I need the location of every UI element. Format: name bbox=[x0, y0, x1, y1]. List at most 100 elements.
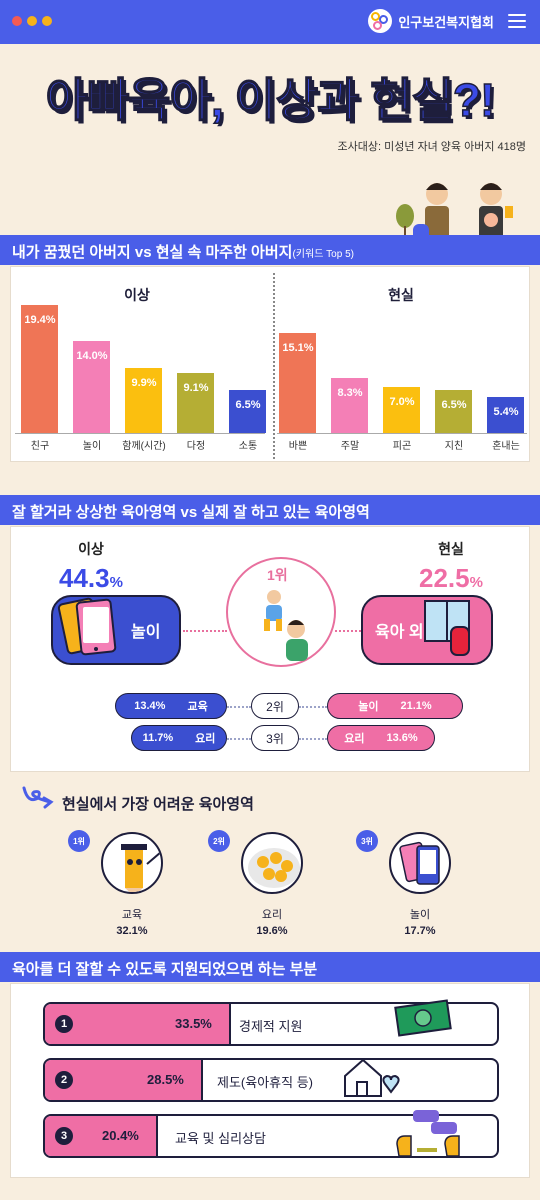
support-label: 교육 및 심리상담 bbox=[175, 1131, 266, 1146]
rank1-circle: 1위 bbox=[226, 557, 336, 667]
bar-real-0 bbox=[279, 333, 316, 433]
bar-value-ideal-0: 19.4% bbox=[24, 313, 56, 326]
money-icon bbox=[394, 999, 452, 1037]
ideal-connector bbox=[183, 630, 227, 632]
section2-title: 잘 할거라 상상한 육아영역 vs 실제 잘 하고 있는 육아영역 bbox=[12, 504, 370, 521]
bar-real-3 bbox=[435, 390, 472, 433]
bar-value-ideal-4: 6.5% bbox=[235, 399, 261, 412]
bar-label-ideal-4: 소통 bbox=[238, 441, 258, 452]
chart-ideal-heading: 이상 bbox=[124, 287, 150, 303]
bar-ideal-3 bbox=[177, 372, 214, 433]
rank-right-dots bbox=[299, 706, 327, 708]
bar-value-real-1: 8.3% bbox=[337, 387, 363, 400]
rank-left-pill: 13.4% 교육 bbox=[115, 693, 227, 719]
bar-real-4 bbox=[487, 397, 524, 433]
hard-area-icon bbox=[101, 832, 163, 894]
bar-real-1 bbox=[331, 378, 368, 433]
chart-real-heading: 현실 bbox=[388, 287, 414, 303]
support-card: 1 33.5% 경제적 지원 2 28.5% 제도(육아휴직 등) 3 20.4% 교육 및 심… bbox=[10, 983, 530, 1178]
rank-right-area: 놀이 bbox=[358, 701, 379, 713]
window-dots bbox=[12, 16, 52, 26]
bar-value-real-2: 7.0% bbox=[389, 395, 415, 408]
arrow-doodle-icon bbox=[22, 786, 54, 809]
house-heart-icon bbox=[344, 1058, 400, 1097]
bar-real-2 bbox=[383, 386, 420, 433]
page-title: 아빠육아, 이상과 현실?! bbox=[45, 73, 496, 127]
childcare-area-card: 이상 44.3% 현실 22.5% 놀이 육아 외 1위 13.4% 교육 2위 놀이… bbox=[10, 526, 530, 772]
rank-left-dots bbox=[227, 738, 251, 740]
bar-value-ideal-1: 14.0% bbox=[76, 349, 108, 362]
rank-right-pill: 요리 13.6% bbox=[327, 725, 435, 751]
window-cleaning-icon bbox=[424, 600, 470, 656]
bar-value-real-4: 5.4% bbox=[493, 406, 519, 419]
tablet-icon bbox=[57, 597, 117, 656]
bar-ideal-1 bbox=[73, 340, 110, 433]
keyword-chart-card: 이상 현실 19.4% 친구 14.0% 놀이 9.9% 함께(시간) 9.1% 다정 6.5%… bbox=[10, 266, 530, 462]
bar-label-real-4: 혼내는 bbox=[492, 441, 520, 452]
support-rank: 1 bbox=[55, 1015, 73, 1033]
support-row: 3 20.4% 교육 및 심리상담 bbox=[43, 1114, 499, 1158]
survey-note: 조사대상: 미성년 자녀 양육 아버지 418명 bbox=[337, 141, 527, 153]
area-ideal-heading: 이상 bbox=[78, 541, 104, 557]
real-area-label: 육아 외 bbox=[375, 624, 424, 641]
bar-label-ideal-2: 함께(시간) bbox=[122, 441, 166, 452]
support-rank: 2 bbox=[55, 1071, 73, 1089]
support-label: 경제적 지원 bbox=[239, 1019, 303, 1034]
bar-ideal-0 bbox=[21, 304, 58, 433]
hard-area-item: 교육 32.1% bbox=[82, 832, 182, 937]
org-name: 인구보건복지협회 bbox=[398, 14, 494, 30]
yellow-dot-icon bbox=[27, 16, 37, 26]
hard-area-percent: 32.1% bbox=[116, 925, 148, 937]
hard-area-icon bbox=[389, 832, 451, 894]
hard-area-percent: 19.6% bbox=[256, 925, 288, 937]
hard-area-item: 놀이 17.7% bbox=[370, 832, 470, 937]
rank-right-pct: 13.6% bbox=[386, 732, 418, 744]
support-row: 2 28.5% 제도(육아휴직 등) bbox=[43, 1058, 499, 1102]
rank-right-area: 요리 bbox=[344, 733, 365, 745]
area-real-percent: 22.5% bbox=[419, 563, 483, 593]
hard-area-label: 요리 bbox=[261, 909, 283, 921]
red-dot-icon bbox=[12, 16, 22, 26]
hard-rank-badge: 1위 bbox=[68, 830, 90, 852]
section3-title: 현실에서 가장 어려운 육아영역 bbox=[62, 796, 254, 813]
org-brand[interactable]: 인구보건복지협회 bbox=[368, 9, 494, 33]
rank1-label: 1위 bbox=[267, 567, 288, 583]
rank-left-pct: 13.4% bbox=[134, 700, 166, 712]
hard-area-item: 요리 19.6% bbox=[222, 832, 322, 937]
bar-label-ideal-3: 다정 bbox=[186, 441, 206, 452]
support-label: 제도(육아휴직 등) bbox=[217, 1075, 313, 1090]
hard-area-percent: 17.7% bbox=[404, 925, 436, 937]
bar-value-ideal-3: 9.1% bbox=[183, 381, 209, 394]
bar-label-ideal-0: 친구 bbox=[30, 441, 50, 452]
chart-divider bbox=[273, 273, 275, 459]
hard-area-icon bbox=[241, 832, 303, 894]
rank-right-pill: 놀이 21.1% bbox=[327, 693, 463, 719]
area-real-heading: 현실 bbox=[438, 541, 464, 557]
real-connector bbox=[335, 630, 361, 632]
bar-label-real-0: 바쁜 bbox=[288, 441, 308, 452]
section4-header: 육아를 더 잘할 수 있도록 지원되었으면 하는 부분 bbox=[0, 952, 540, 982]
rank-right-dots bbox=[299, 738, 327, 740]
rank-left-pill: 11.7% 요리 bbox=[131, 725, 227, 751]
hard-rank-badge: 2위 bbox=[208, 830, 230, 852]
bar-label-ideal-1: 놀이 bbox=[82, 441, 102, 452]
rank-left-area: 요리 bbox=[195, 733, 216, 745]
org-logo-icon bbox=[368, 9, 393, 33]
support-rank: 3 bbox=[55, 1127, 73, 1145]
hamburger-menu-icon[interactable] bbox=[508, 14, 526, 28]
bar-label-real-1: 주말 bbox=[340, 441, 360, 452]
rank-badge: 2위 bbox=[251, 693, 299, 719]
bar-label-real-3: 지친 bbox=[444, 441, 464, 452]
section4-title: 육아를 더 잘할 수 있도록 지원되었으면 하는 부분 bbox=[12, 961, 318, 978]
section1-title-suffix: (키워드 Top 5) bbox=[292, 249, 354, 260]
support-fill bbox=[45, 1004, 231, 1044]
section1-header: 내가 꿈꿨던 아버지 vs 현실 속 마주한 아버지(키워드 Top 5) bbox=[0, 235, 540, 265]
rank-left-pct: 11.7% bbox=[142, 732, 174, 744]
yellow-dot-icon bbox=[42, 16, 52, 26]
bar-value-real-0: 15.1% bbox=[282, 342, 314, 355]
rank-right-pct: 21.1% bbox=[400, 700, 432, 712]
support-percent: 20.4% bbox=[102, 1128, 139, 1143]
area-ideal-percent: 44.3% bbox=[59, 563, 123, 593]
hard-rank-badge: 3위 bbox=[356, 830, 378, 852]
father-lifting-child-icon bbox=[264, 590, 308, 661]
